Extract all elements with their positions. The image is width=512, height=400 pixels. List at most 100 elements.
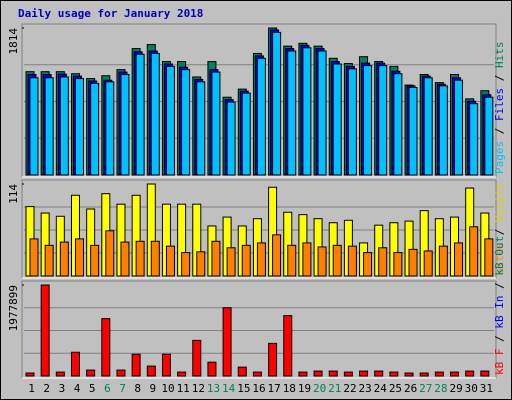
legend-label: Hits: [493, 42, 506, 69]
bar: [101, 318, 111, 377]
bar: [135, 53, 145, 176]
panel: [21, 280, 497, 379]
x-tick-label: 11: [177, 382, 190, 395]
bar: [404, 372, 414, 377]
bar: [165, 65, 175, 176]
x-tick-label: 6: [104, 382, 111, 395]
bar: [298, 371, 308, 377]
bar: [29, 77, 39, 176]
bar: [256, 242, 266, 277]
bar: [484, 96, 494, 176]
bar: [90, 244, 100, 277]
x-tick-label: 31: [480, 382, 493, 395]
bar: [150, 52, 160, 176]
bar: [438, 245, 448, 277]
bar: [241, 92, 251, 176]
bar: [328, 370, 338, 377]
bar: [465, 370, 475, 377]
bar: [150, 240, 160, 277]
bar: [389, 371, 399, 377]
bar: [44, 244, 54, 277]
x-tick-label: 19: [298, 382, 311, 395]
x-tick-label: 13: [207, 382, 220, 395]
bar: [135, 240, 145, 277]
bar: [177, 371, 187, 377]
bar: [317, 50, 327, 176]
bar: [423, 77, 433, 176]
bar: [272, 31, 282, 176]
x-tick-label: 5: [89, 382, 96, 395]
y-tick-label: 1977899: [7, 285, 20, 331]
bar: [192, 339, 202, 377]
bar: [363, 252, 373, 277]
bar: [59, 241, 69, 277]
x-tick-label: 1: [28, 382, 35, 395]
x-tick-label: 30: [465, 382, 478, 395]
x-tick-label: 16: [252, 382, 265, 395]
bar: [252, 371, 262, 377]
bar: [59, 76, 69, 176]
x-tick-label: 12: [192, 382, 205, 395]
legend-label: /: [493, 121, 506, 141]
x-tick-label: 24: [374, 382, 388, 395]
bar: [359, 370, 369, 377]
x-tick-label: 7: [119, 382, 126, 395]
x-tick-label: 10: [161, 382, 174, 395]
x-tick-label: 2: [43, 382, 50, 395]
bar: [120, 74, 130, 176]
x-tick-label: 17: [268, 382, 281, 395]
bar: [434, 371, 444, 377]
x-tick-label: 29: [449, 382, 462, 395]
bar: [374, 370, 384, 377]
legend-label: Files: [493, 88, 506, 121]
bar: [283, 315, 293, 377]
x-tick-label: 14: [222, 382, 236, 395]
bar: [287, 244, 297, 277]
legend: kB F / kB In / kB Out: [493, 236, 506, 375]
bar: [105, 81, 115, 176]
bar: [393, 252, 403, 277]
bar: [105, 230, 115, 277]
x-tick-label: 9: [150, 382, 157, 395]
x-tick-label: 21: [328, 382, 341, 395]
bar: [347, 68, 357, 176]
bar: [146, 365, 156, 377]
bar: [332, 244, 342, 277]
bar: [317, 246, 327, 277]
bar: [343, 371, 353, 377]
bar: [313, 370, 323, 377]
chart-title: Daily usage for January 2018: [18, 7, 203, 20]
y-tick-label: 114: [7, 184, 20, 204]
legend-label: /: [493, 276, 506, 296]
bar: [268, 342, 278, 377]
x-tick-label: 4: [74, 382, 81, 395]
bar: [90, 82, 100, 176]
bar: [181, 69, 191, 176]
legend-label: Visits: [493, 182, 506, 222]
bar: [74, 238, 84, 277]
legend-label: kB Out: [493, 236, 506, 276]
bar: [272, 234, 282, 277]
bar: [302, 47, 312, 176]
legend-label: /: [493, 68, 506, 88]
bar: [40, 284, 50, 377]
legend-label: Pages: [493, 141, 506, 174]
bar: [363, 65, 373, 176]
bar: [347, 245, 357, 277]
x-tick-label: 18: [283, 382, 296, 395]
bar: [378, 65, 388, 176]
legend-label: kB In: [493, 296, 506, 329]
bar: [378, 247, 388, 277]
bar: [287, 50, 297, 176]
bar: [55, 371, 65, 377]
bar: [165, 245, 175, 277]
legend-label: /: [493, 222, 506, 242]
legend: Sites / Visits: [493, 182, 506, 275]
x-tick-label: 26: [404, 382, 417, 395]
x-tick-label: 3: [59, 382, 66, 395]
bar: [469, 103, 479, 176]
bar: [70, 351, 80, 377]
bar: [116, 369, 126, 377]
bar: [86, 369, 96, 377]
